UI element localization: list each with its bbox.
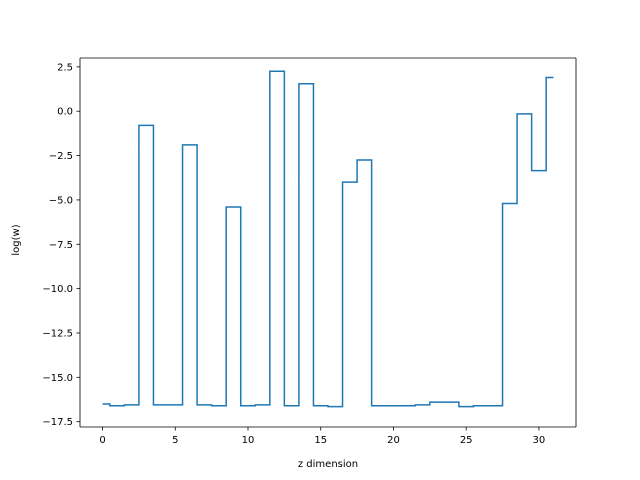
series-line-0 — [102, 70, 554, 408]
x-tick-label: 30 — [533, 435, 546, 446]
y-tick-label: 2.5 — [57, 62, 73, 73]
x-tick-label: 20 — [387, 435, 400, 446]
x-axis-label: z dimension — [298, 459, 358, 470]
x-tick-label: 15 — [314, 435, 327, 446]
x-tick-label: 25 — [460, 435, 473, 446]
x-axis: 0 5 10 15 20 25 30 — [99, 427, 545, 446]
y-tick-label: −17.5 — [42, 417, 73, 428]
x-tick-label: 10 — [242, 435, 255, 446]
y-axis-label: log(w) — [11, 224, 22, 255]
plot-area — [79, 57, 577, 428]
series-layer — [102, 70, 554, 408]
y-tick-label: −15.0 — [42, 373, 73, 384]
y-axis: −17.5 −15.0 −12.5 −10.0 −7.5 −5.0 −2.5 0.0 2.5 — [42, 62, 80, 428]
y-tick-label: −10.0 — [42, 284, 73, 295]
y-tick-label: −12.5 — [42, 328, 73, 339]
y-tick-label: 0.0 — [57, 107, 73, 118]
x-tick-label: 5 — [172, 435, 178, 446]
y-tick-label: −2.5 — [49, 151, 73, 162]
x-tick-label: 0 — [99, 435, 105, 446]
y-tick-label: −7.5 — [49, 240, 73, 251]
y-tick-label: −5.0 — [49, 195, 73, 206]
